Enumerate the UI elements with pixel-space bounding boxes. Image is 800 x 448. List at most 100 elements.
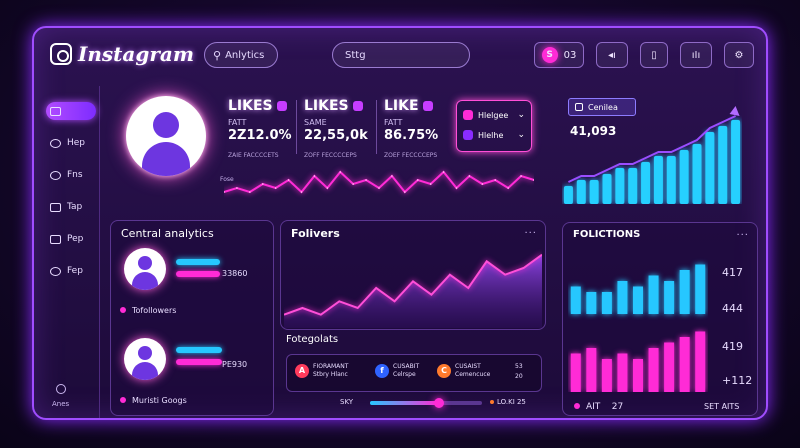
stat-foot: ZAIE FACCCCETS	[228, 152, 279, 159]
growth-bar	[731, 120, 741, 204]
more-options-button[interactable]: ...	[524, 225, 537, 236]
device-button[interactable]: ▯	[640, 42, 668, 68]
folictions-bar-pink	[633, 359, 643, 392]
wave-point	[300, 191, 303, 193]
growth-bar-chart	[563, 106, 741, 204]
wave-point	[404, 191, 406, 193]
sidebar-item-home[interactable]	[46, 102, 96, 120]
avatar-body-icon	[132, 362, 158, 380]
wave-point	[352, 183, 354, 185]
folictions-bar-cyan	[570, 286, 581, 314]
right-value-2: 444	[722, 302, 743, 315]
growth-bar	[628, 168, 638, 204]
folictions-bar-cyan	[648, 275, 659, 314]
chevron-down-icon: ⌄	[517, 110, 525, 120]
folictions-bar-cyan	[586, 292, 597, 314]
stat-foot: ZOEF FECCCCEPS	[384, 152, 438, 159]
stat-value: 86.75%	[384, 128, 439, 143]
growth-trend-line	[568, 115, 736, 183]
wave-point	[339, 171, 342, 173]
slider-value: LO.KI 25	[497, 398, 526, 406]
growth-value: 41,093	[570, 124, 617, 138]
growth-chip-button[interactable]: Cenilea	[568, 98, 636, 116]
sidebar-item-tap[interactable]: Tap	[46, 198, 96, 216]
sidebar-item-label: Pep	[67, 234, 84, 244]
sidebar: Hep Fns Tap Pep Fep Anes	[34, 86, 100, 418]
right-bottom-left: AIT 27	[574, 402, 623, 412]
collab-line2: Stbry Hlanc	[313, 371, 348, 378]
slider-thumb[interactable]	[434, 398, 445, 408]
sidebar-item-people[interactable]: Pep	[46, 230, 96, 248]
trend-arrow-icon	[729, 106, 740, 116]
progress-bar-cyan	[176, 347, 222, 353]
notifications-button[interactable]: S 03	[534, 42, 584, 68]
zoom-slider[interactable]	[370, 398, 482, 408]
collaborator-2[interactable]: f CUSABIT Celrspe	[375, 363, 419, 379]
avatar-body-icon	[132, 272, 158, 290]
phone-icon: ▯	[651, 49, 657, 61]
legend-dot-icon	[574, 403, 580, 409]
logo[interactable]: Instagram	[50, 42, 194, 66]
wave-point	[468, 175, 471, 177]
stat-divider	[376, 100, 377, 154]
dropdown-2[interactable]: Hlelhe ⌄	[463, 125, 525, 145]
legend-label: Tofollowers	[132, 306, 177, 315]
profile-avatar[interactable]	[126, 96, 206, 176]
growth-bar	[666, 156, 676, 204]
settings-button[interactable]: ⚙	[724, 42, 754, 68]
collaborator-1[interactable]: A FIORAMANT Stbry Hlanc	[295, 363, 348, 379]
wave-point	[416, 179, 419, 181]
right-value-4: +112	[722, 374, 753, 387]
wave-point	[442, 171, 445, 173]
collaborator-extra: 53 20	[515, 363, 523, 381]
stat-title: LIKE	[384, 98, 419, 114]
right-value-1: 417	[722, 266, 743, 279]
wave-point	[261, 183, 264, 185]
stat-title: LIKES	[304, 98, 349, 114]
sidebar-item-settings[interactable]: Fep	[46, 262, 96, 280]
follower-avatar-2[interactable]	[124, 338, 166, 380]
collaborator-logo-icon: A	[295, 364, 309, 378]
stat-foot: ZOFF FECCCCEPS	[304, 152, 357, 159]
stat-sub: SAME	[304, 118, 327, 127]
instagram-small-icon	[463, 110, 473, 120]
stat-value: 22,55,0k	[304, 128, 368, 143]
growth-bar	[563, 186, 573, 204]
collaborator-3[interactable]: C CUSAIST Cemencuce	[437, 363, 490, 379]
wave-point	[429, 183, 432, 185]
volume-button[interactable]: ◂ı	[596, 42, 628, 68]
growth-bar	[576, 180, 586, 204]
wave-point	[274, 187, 277, 189]
growth-bar	[615, 168, 625, 204]
sidebar-item-feed[interactable]: Fns	[46, 166, 96, 184]
sidebar-account[interactable]: Anes	[52, 384, 69, 408]
heart-icon	[422, 101, 433, 111]
notification-count: 03	[563, 49, 577, 61]
sidebar-item-help[interactable]: Hep	[46, 134, 96, 152]
dropdown-1[interactable]: Hlelgee ⌄	[463, 105, 525, 125]
stat-title: LIKES	[228, 98, 273, 114]
folictions-bar-pink	[648, 348, 659, 392]
growth-bar	[653, 156, 663, 204]
wave-point	[313, 175, 316, 177]
folictions-bar-cyan	[679, 270, 690, 314]
facebook-icon: f	[375, 364, 389, 378]
center-search-input[interactable]	[332, 42, 470, 68]
feed-icon	[50, 170, 61, 180]
avatar-head-icon	[153, 112, 179, 138]
stats-button[interactable]: ıIı	[680, 42, 712, 68]
dropdown-label: Hlelhe	[478, 130, 504, 140]
analytics-search-button[interactable]: ⚲ Anlytics	[204, 42, 278, 68]
right-value-3: 419	[722, 340, 743, 353]
progress-bar-pink	[176, 359, 222, 365]
panel-title: FOLICTIONS	[573, 229, 641, 240]
more-options-button[interactable]: ...	[736, 227, 749, 238]
instagram-small-icon	[463, 130, 473, 140]
stat-sub: FATT	[384, 118, 403, 127]
followers-line	[284, 253, 542, 316]
settings-icon	[50, 266, 61, 276]
follower-avatar-1[interactable]	[124, 248, 166, 290]
legend-label: Muristi Googs	[132, 396, 187, 405]
collab-extra-top: 53	[515, 363, 523, 370]
slider-label: SKY	[340, 398, 354, 406]
